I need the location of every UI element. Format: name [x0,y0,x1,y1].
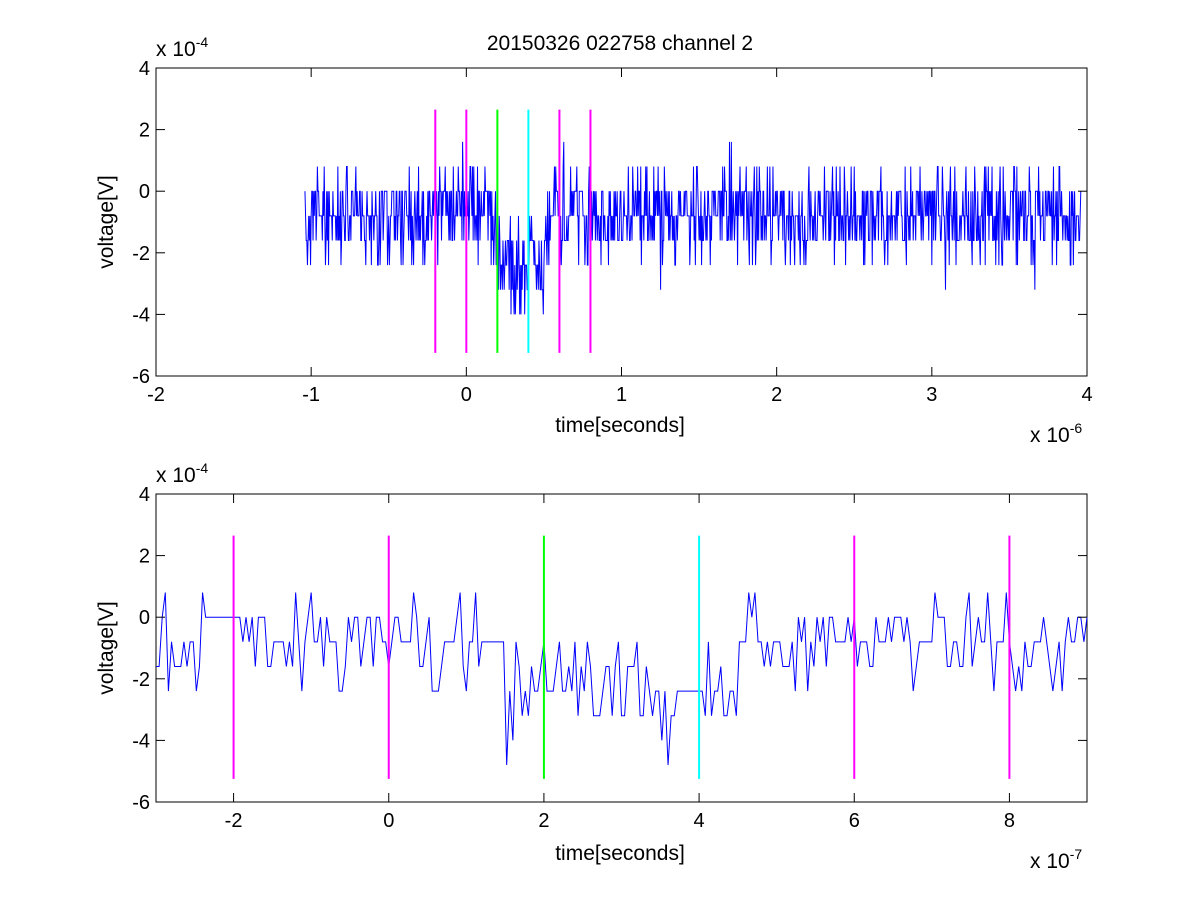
top-series-line [304,141,1082,315]
bottom-x-tick-label: -2 [225,810,243,832]
bottom-y-tick-label: 0 [139,607,150,629]
bottom-plot-area [155,493,1088,803]
top-marker-group [434,109,592,353]
bottom-plot: -2 0 2 4 6 8 -6 -4 -2 0 2 4 time[seconds] voltage[… [95,460,1088,873]
top-x-tick-label: 2 [771,384,782,406]
top-y-tick-label: 2 [139,120,150,142]
bottom-series-line [156,592,1088,766]
bottom-marker-group [232,535,1011,779]
bottom-y-exponent: x 10-4 [156,460,208,487]
top-y-tick-label: 0 [139,181,150,203]
bottom-series-group [156,592,1088,766]
bottom-y-tick-label: 2 [139,546,150,568]
top-x-tick-label: 3 [926,384,937,406]
top-x-axis-label: time[seconds] [555,414,685,437]
bottom-x-tick-group: -2 0 2 4 6 8 [225,494,1015,832]
bottom-x-tick-label: 6 [849,810,860,832]
top-y-tick-label: -2 [132,243,150,265]
top-y-tick-label: 4 [139,58,150,80]
bottom-x-exponent-power: -7 [1070,846,1083,862]
bottom-x-tick-label: 4 [694,810,705,832]
bottom-y-tick-label: 4 [139,484,150,506]
top-x-tick-label: -1 [302,384,320,406]
top-x-tick-label: 0 [461,384,472,406]
top-plot: -2 -1 0 1 2 3 4 -6 -4 -2 0 2 4 time[seconds] voltag… [95,34,1093,447]
bottom-y-tick-group: -6 -4 -2 0 2 4 [132,484,1087,814]
top-y-tick-label: -6 [132,366,150,388]
bottom-y-tick-label: -4 [132,730,150,752]
top-x-tick-label: 1 [616,384,627,406]
figure-title: 20150326 022758 channel 2 [487,32,753,55]
top-x-exponent: x 10-6 [1030,420,1082,447]
top-x-tick-group: -2 -1 0 1 2 3 4 [147,68,1093,406]
top-series-group [304,141,1082,315]
top-y-axis-label: voltage[V] [95,175,118,268]
top-x-tick-label: -2 [147,384,165,406]
top-y-tick-group: -6 -4 -2 0 2 4 [132,58,1087,388]
bottom-x-tick-label: 0 [383,810,394,832]
bottom-y-exponent-power: -4 [196,460,209,476]
top-y-tick-label: -4 [132,304,150,326]
top-y-exponent-power: -4 [196,34,209,50]
top-y-exponent: x 10-4 [156,34,208,61]
bottom-x-exponent: x 10-7 [1030,846,1082,873]
top-x-exponent-power: -6 [1070,420,1083,436]
bottom-y-axis-label: voltage[V] [95,601,118,694]
bottom-x-tick-label: 2 [538,810,549,832]
bottom-x-tick-label: 8 [1004,810,1015,832]
bottom-y-tick-label: -6 [132,792,150,814]
bottom-y-tick-label: -2 [132,669,150,691]
bottom-x-axis-label: time[seconds] [555,842,685,865]
top-x-tick-label: 4 [1081,384,1092,406]
